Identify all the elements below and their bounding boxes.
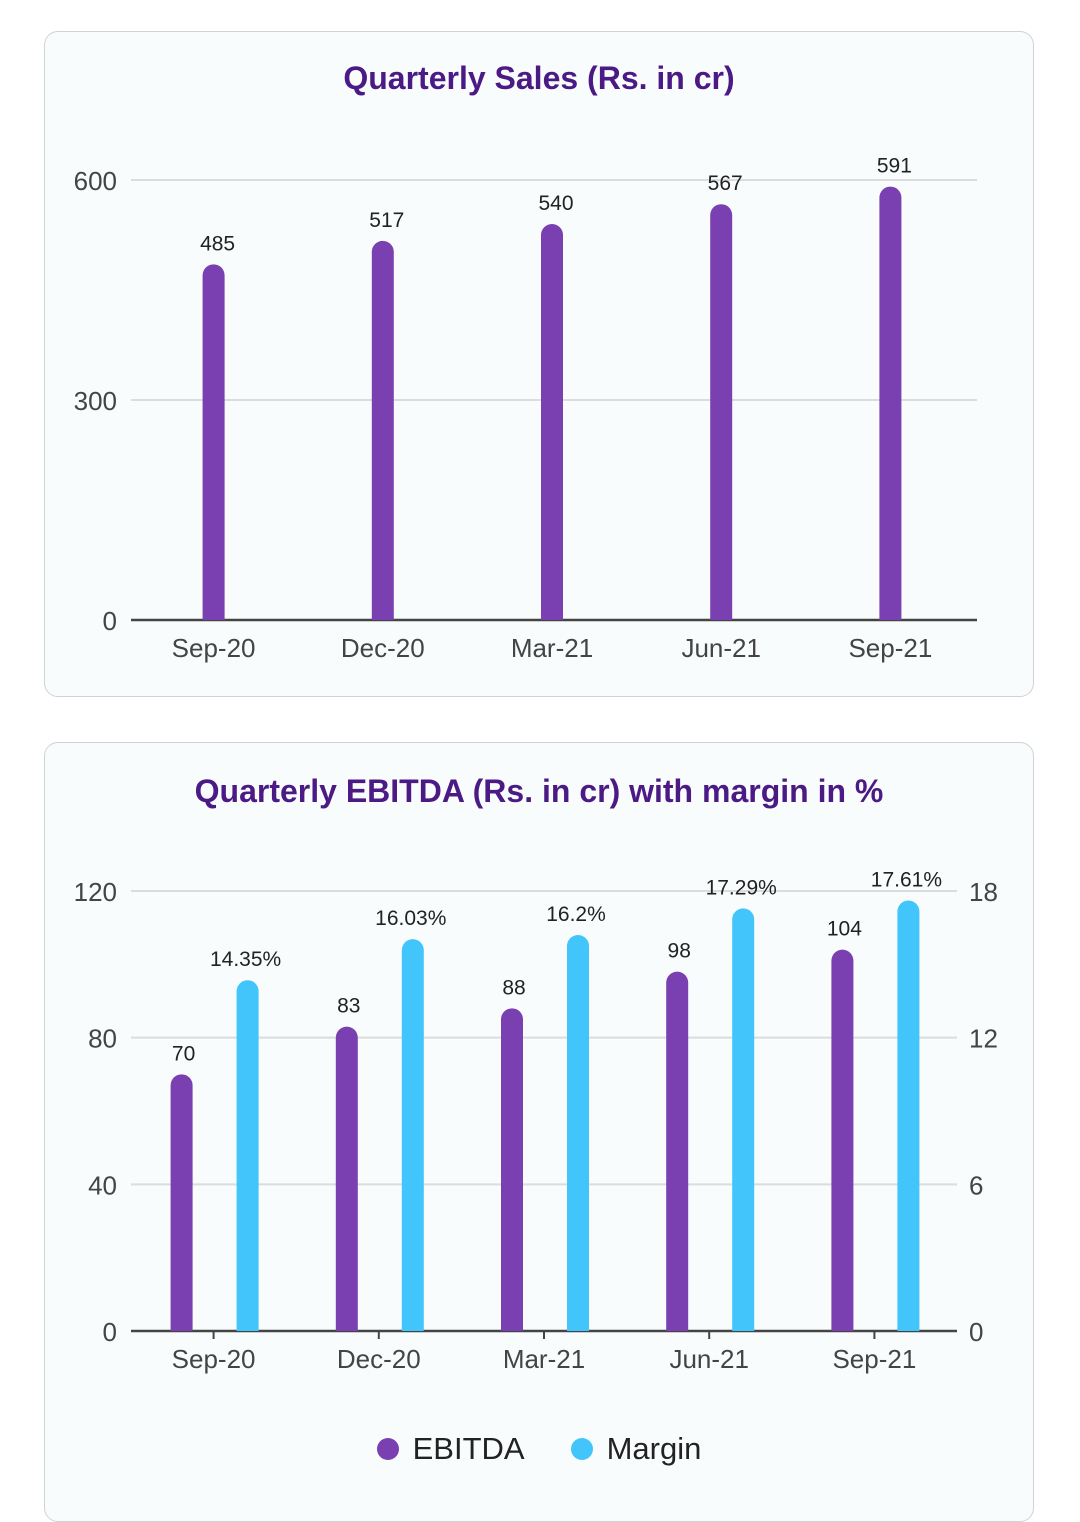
legend-swatch-ebitda xyxy=(376,1438,399,1460)
bar-sales-Sep-20 xyxy=(202,264,225,620)
data-label-sales-Sep-21: 591 xyxy=(877,155,912,178)
legend-label-margin: Margin xyxy=(606,1431,702,1466)
data-label-margin-Mar-21: 16.2% xyxy=(546,903,606,926)
data-label-margin-Jun-21: 17.29% xyxy=(706,876,777,899)
legend-item-ebitda[interactable]: EBITDA xyxy=(376,1431,525,1467)
data-label-ebitda-Sep-21: 104 xyxy=(827,918,862,941)
data-label-sales-Jun-21: 567 xyxy=(708,172,743,195)
data-label-margin-Sep-21: 17.61% xyxy=(871,869,942,892)
y-left-tick-label-120: 120 xyxy=(74,877,117,907)
y-right-tick-label-6: 6 xyxy=(969,1170,983,1200)
x-tick-label-Dec-20: Dec-20 xyxy=(337,1344,421,1374)
bar-margin-Jun-21 xyxy=(732,908,755,1331)
y-left-tick-label-0: 0 xyxy=(103,1317,117,1347)
bar-margin-Mar-21 xyxy=(567,935,589,1331)
ebitda-chart-card: Quarterly EBITDA (Rs. in cr) with margin… xyxy=(44,742,1034,1522)
data-label-margin-Dec-20: 16.03% xyxy=(375,907,446,930)
sales-chart: 0 300 600 485 Sep-20 517 Dec-20 540 Mar-21 567 Jun… xyxy=(74,155,977,663)
sales-chart-title: Quarterly Sales (Rs. in cr) xyxy=(343,60,735,96)
x-tick-label-Sep-21: Sep-21 xyxy=(832,1344,916,1374)
bar-sales-Sep-21 xyxy=(879,186,902,620)
data-label-sales-Sep-20: 485 xyxy=(200,232,235,255)
x-tick-label-Jun-21: Jun-21 xyxy=(681,633,761,663)
sales-chart-card: Quarterly Sales (Rs. in cr) 0 300 600 485 Se… xyxy=(44,31,1034,697)
y-left-tick-label-40: 40 xyxy=(88,1170,117,1200)
x-tick-label-Dec-20: Dec-20 xyxy=(341,633,425,663)
y-left-tick-label-80: 80 xyxy=(88,1024,117,1054)
x-tick-label-Mar-21: Mar-21 xyxy=(503,1344,585,1374)
data-label-ebitda-Mar-21: 88 xyxy=(502,976,525,999)
legend-item-margin[interactable]: Margin xyxy=(570,1431,702,1467)
data-label-margin-Sep-20: 14.35% xyxy=(210,948,281,971)
bar-margin-Sep-20 xyxy=(236,980,259,1331)
y-tick-label-0: 0 xyxy=(103,606,117,636)
bar-sales-Mar-21 xyxy=(541,224,563,620)
ebitda-chart-title: Quarterly EBITDA (Rs. in cr) with margin… xyxy=(194,773,884,809)
x-tick-label-Mar-21: Mar-21 xyxy=(511,633,593,663)
y-tick-label-300: 300 xyxy=(74,386,117,416)
ebitda-chart: 0 40 80 120 0 6 12 18 Sep-20 70 14.35% Dec-20 83 16.0… xyxy=(74,869,998,1374)
data-label-ebitda-Dec-20: 83 xyxy=(337,995,360,1018)
bar-ebitda-Sep-20 xyxy=(170,1074,193,1331)
data-label-ebitda-Jun-21: 98 xyxy=(668,940,691,963)
x-tick-label-Sep-20: Sep-20 xyxy=(172,1344,256,1374)
data-label-sales-Mar-21: 540 xyxy=(538,192,573,215)
bar-margin-Sep-21 xyxy=(897,900,920,1331)
y-right-tick-label-18: 18 xyxy=(969,877,998,907)
bar-ebitda-Jun-21 xyxy=(666,971,689,1331)
y-right-tick-label-12: 12 xyxy=(969,1024,998,1054)
x-tick-label-Sep-21: Sep-21 xyxy=(848,633,932,663)
data-label-sales-Dec-20: 517 xyxy=(369,209,404,232)
y-right-tick-label-0: 0 xyxy=(969,1317,983,1347)
bar-sales-Jun-21 xyxy=(710,204,733,620)
bar-ebitda-Dec-20 xyxy=(335,1026,358,1331)
legend-swatch-margin xyxy=(570,1438,593,1460)
x-tick-label-Jun-21: Jun-21 xyxy=(669,1344,749,1374)
bar-margin-Dec-20 xyxy=(401,939,424,1331)
x-tick-label-Sep-20: Sep-20 xyxy=(172,633,256,663)
bar-ebitda-Mar-21 xyxy=(501,1008,523,1331)
y-tick-label-600: 600 xyxy=(74,166,117,196)
legend-label-ebitda: EBITDA xyxy=(412,1431,525,1466)
bar-sales-Dec-20 xyxy=(371,240,394,620)
bar-ebitda-Sep-21 xyxy=(831,949,854,1331)
data-label-ebitda-Sep-20: 70 xyxy=(172,1042,195,1065)
chart-legend: EBITDA Margin xyxy=(45,1431,1033,1467)
